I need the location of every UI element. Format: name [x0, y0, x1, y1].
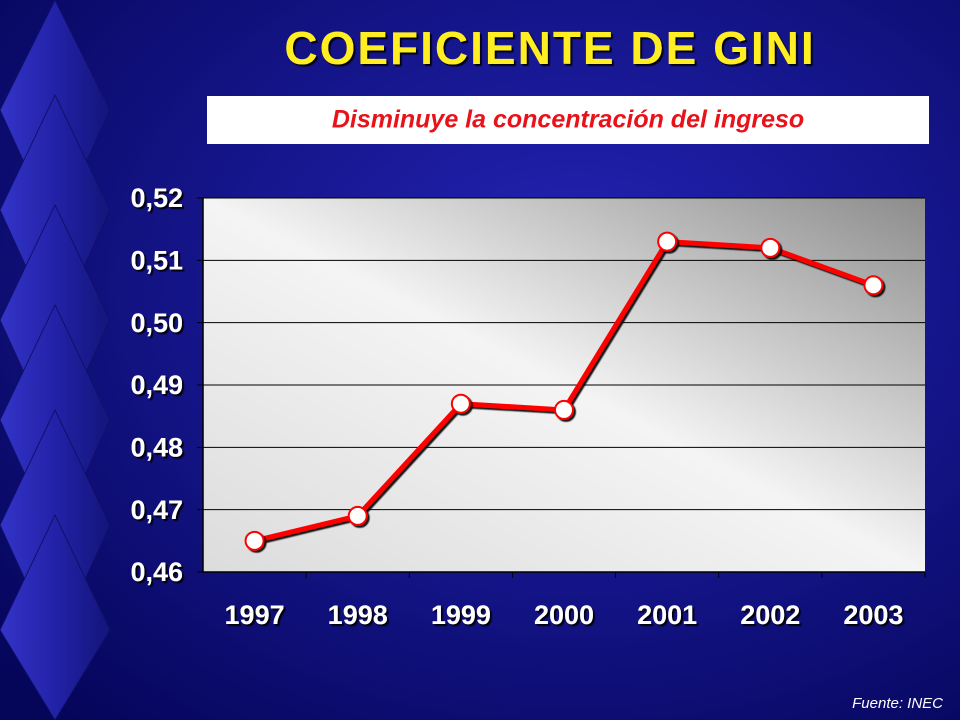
x-tick-label: 1998	[328, 600, 388, 630]
y-tick-label: 0,49	[130, 370, 183, 400]
chart-title: COEFICIENTE DE GINI	[284, 22, 815, 74]
x-tick-label: 2003	[843, 600, 903, 630]
decoration	[0, 0, 111, 720]
marker	[244, 530, 265, 551]
marker	[657, 231, 678, 252]
y-tick-label: 0,51	[130, 245, 183, 275]
subtitle: Disminuye la concentración del ingreso	[332, 106, 804, 134]
y-tick-label: 0,52	[130, 183, 183, 213]
subtitle-box	[207, 96, 929, 144]
marker	[450, 393, 471, 414]
x-tick-label: 1997	[225, 600, 285, 630]
diamond	[0, 513, 111, 720]
y-tick-label: 0,48	[130, 432, 183, 462]
y-tick-label: 0,46	[130, 557, 183, 587]
source-note: Fuente: INEC	[852, 695, 943, 712]
marker	[760, 237, 781, 258]
y-tick-label: 0,47	[130, 495, 183, 525]
x-tick-label: 2001	[637, 600, 697, 630]
marker	[554, 399, 574, 420]
x-tick-label: 2000	[534, 600, 594, 630]
x-tick-label: 2002	[740, 600, 800, 630]
marker	[863, 275, 884, 296]
marker	[347, 505, 368, 526]
x-tick-label: 1999	[431, 600, 491, 630]
y-tick-label: 0,50	[130, 308, 183, 338]
